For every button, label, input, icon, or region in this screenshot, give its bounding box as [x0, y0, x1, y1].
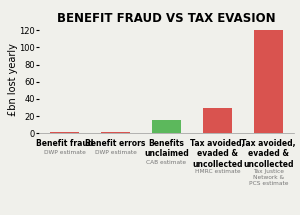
Text: DWP estimate: DWP estimate	[44, 150, 86, 155]
Bar	[101, 132, 130, 133]
Text: Tax avoided,
evaded &
uncollected: Tax avoided, evaded & uncollected	[190, 139, 245, 169]
Text: Tax Justice
Network &
PCS estimate: Tax Justice Network & PCS estimate	[249, 169, 288, 186]
Text: Benefit errors: Benefit errors	[85, 139, 146, 148]
Text: CAB estimate: CAB estimate	[146, 160, 187, 165]
Bar	[50, 132, 79, 133]
Y-axis label: £bn lost yearly: £bn lost yearly	[8, 43, 18, 116]
Text: DWP estimate: DWP estimate	[94, 150, 136, 155]
Text: Benefits
unclaimed: Benefits unclaimed	[144, 139, 189, 158]
Bar	[152, 120, 181, 133]
Bar	[203, 108, 232, 133]
Title: BENEFIT FRAUD VS TAX EVASION: BENEFIT FRAUD VS TAX EVASION	[57, 12, 276, 25]
Text: Benefit fraud: Benefit fraud	[36, 139, 93, 148]
Text: HMRC estimate: HMRC estimate	[195, 169, 240, 174]
Bar	[254, 30, 283, 133]
Text: Tax avoided,
evaded &
uncollected: Tax avoided, evaded & uncollected	[241, 139, 296, 169]
